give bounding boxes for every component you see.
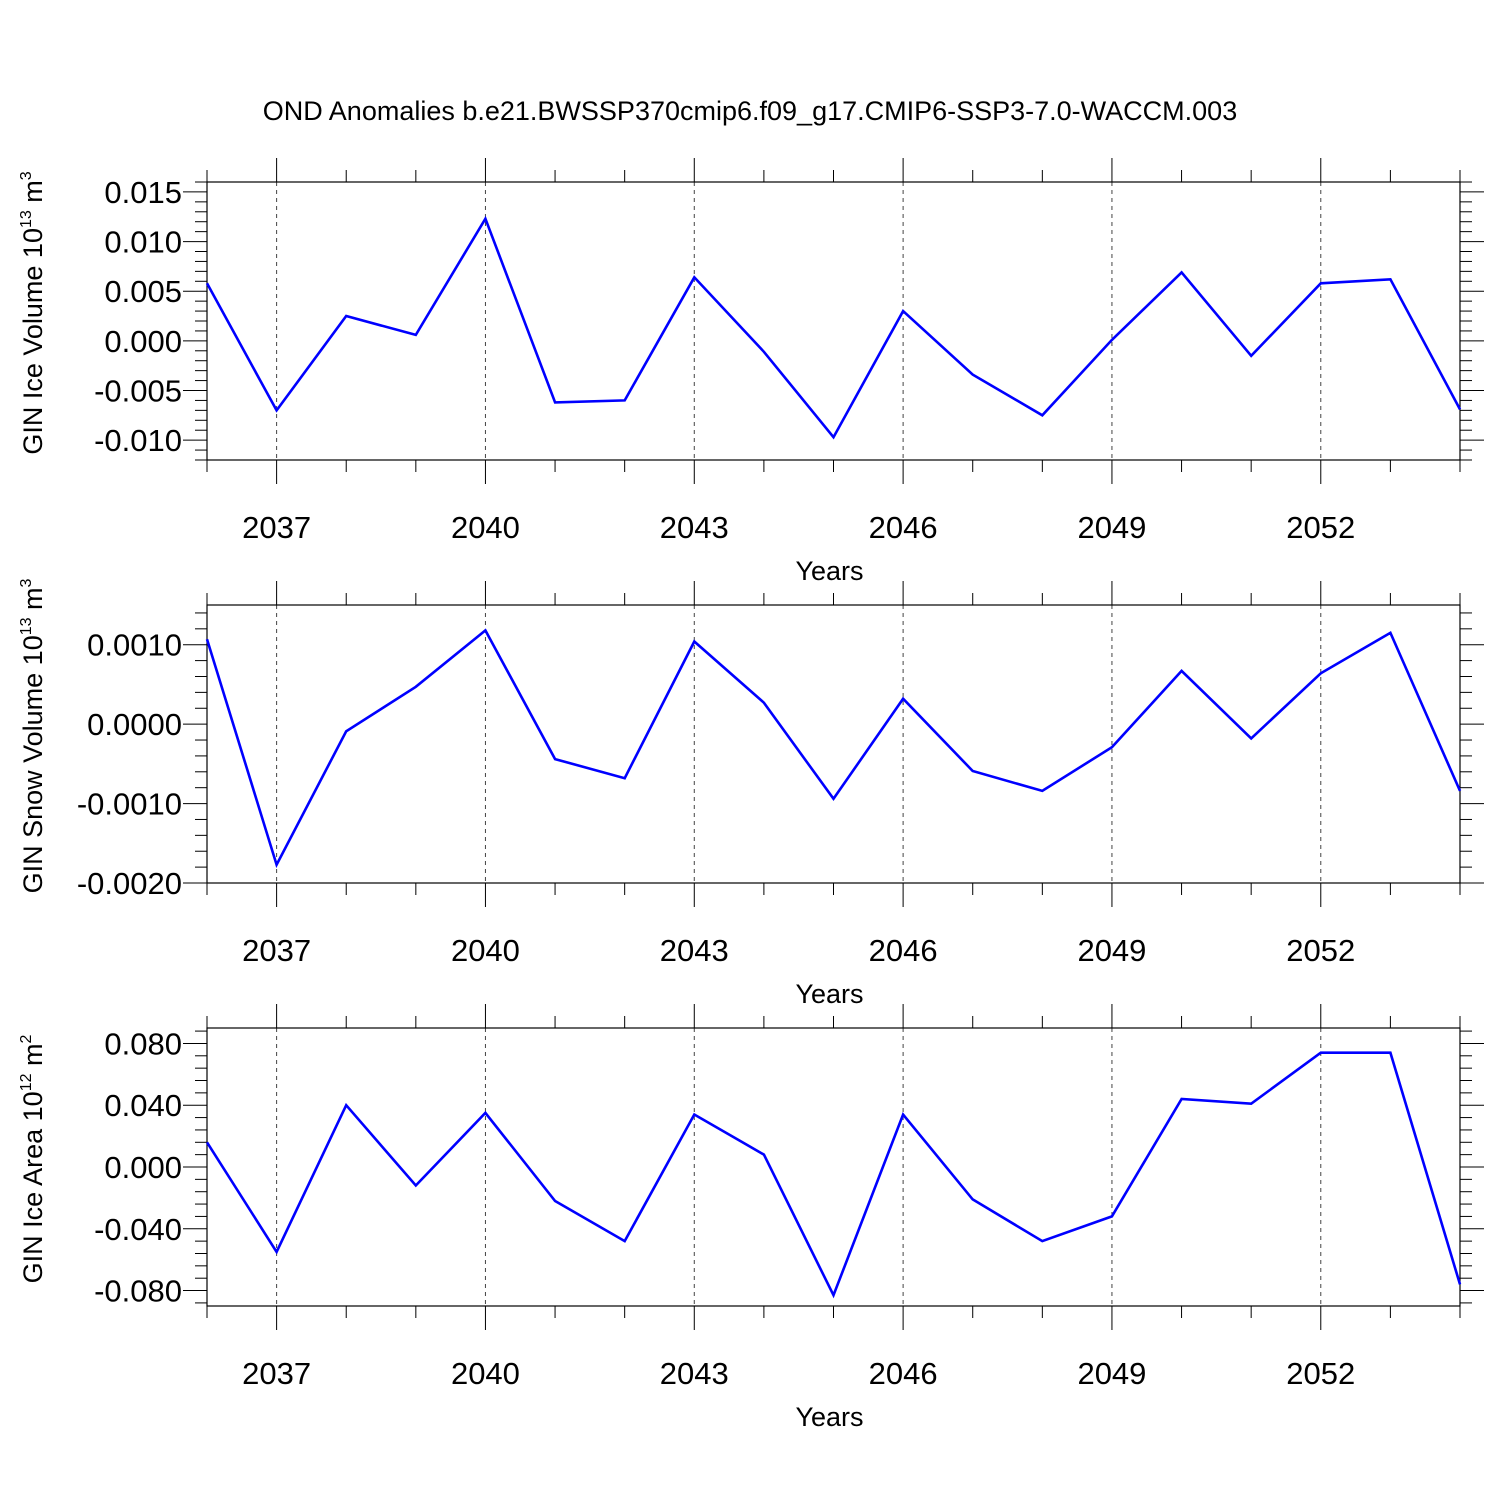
plot-frame	[206, 604, 1461, 884]
chart-title: OND Anomalies b.e21.BWSSP370cmip6.f09_g1…	[263, 96, 1237, 126]
y-tick-label: 0.010	[104, 225, 182, 260]
y-axis-unit-base: 10	[18, 635, 48, 665]
x-axis-label: Years	[795, 1402, 863, 1432]
x-tick-label: 2040	[451, 933, 520, 968]
y-tick-label: 0.080	[104, 1026, 182, 1061]
y-axis-label-text: GIN Ice Volume	[18, 258, 48, 455]
y-tick-label: -0.005	[94, 374, 182, 409]
y-tick-label: -0.010	[94, 423, 182, 458]
y-axis-unit-exponent: 12	[18, 1073, 35, 1091]
y-axis-label-text: GIN Snow Volume	[18, 665, 48, 893]
x-tick-label: 2046	[869, 510, 938, 545]
y-tick-label: 0.000	[104, 324, 182, 359]
x-tick-label: 2037	[242, 933, 311, 968]
y-axis-unit-power: 2	[18, 1034, 35, 1043]
x-axis-label: Years	[795, 556, 863, 586]
x-tick-label: 2040	[451, 1356, 520, 1391]
x-tick-label: 2037	[242, 510, 311, 545]
x-tick-label: 2052	[1286, 933, 1355, 968]
plot-frame	[206, 181, 1461, 461]
x-tick-label: 2052	[1286, 1356, 1355, 1391]
x-tick-label: 2040	[451, 510, 520, 545]
x-tick-label: 2037	[242, 1356, 311, 1391]
x-tick-label: 2046	[869, 933, 938, 968]
y-tick-label: -0.040	[94, 1212, 182, 1247]
y-tick-label: 0.040	[104, 1088, 182, 1123]
y-axis-label: GIN Ice Area 1012 m2	[18, 1034, 48, 1283]
y-axis-unit-exponent: 13	[18, 210, 35, 228]
y-tick-label: 0.015	[104, 175, 182, 210]
y-axis-unit-base: 10	[18, 228, 48, 258]
chart-panel-2: -0.0020 -0.0010 0.0000 0.0010 2037 2040 2043 20…	[18, 578, 1484, 1009]
y-axis-label-text: GIN Ice Area	[18, 1121, 48, 1283]
y-axis-label: GIN Ice Volume 1013 m3	[18, 171, 48, 454]
y-axis-unit: m	[18, 180, 48, 210]
y-tick-label: 0.000	[104, 1150, 182, 1185]
chart-panels: -0.010 -0.005 0.000 0.005 0.010 0.015 2037 2040…	[18, 158, 1484, 1432]
y-tick-label: -0.0010	[77, 787, 182, 822]
y-tick-label: 0.0010	[87, 628, 182, 663]
x-axis-label: Years	[795, 979, 863, 1009]
plot-frame	[206, 1027, 1461, 1307]
x-tick-label: 2052	[1286, 510, 1355, 545]
y-tick-label: 0.005	[104, 274, 182, 309]
y-axis-unit-power: 3	[18, 578, 35, 587]
x-tick-label: 2043	[660, 933, 729, 968]
y-tick-label: -0.080	[94, 1274, 182, 1309]
x-tick-label: 2049	[1077, 933, 1146, 968]
x-tick-label: 2043	[660, 1356, 729, 1391]
x-tick-label: 2049	[1077, 510, 1146, 545]
y-axis-unit-exponent: 13	[18, 617, 35, 635]
y-axis-unit: m	[18, 587, 48, 617]
y-tick-label: -0.0020	[77, 866, 182, 901]
series-line	[205, 628, 1462, 869]
series-line	[205, 215, 1462, 440]
chart-panel-3: -0.080 -0.040 0.000 0.040 0.080 2037 2040 2043 2…	[18, 1004, 1484, 1432]
series-line	[205, 1051, 1462, 1299]
y-axis-label: GIN Snow Volume 1013 m3	[18, 578, 48, 893]
x-tick-label: 2049	[1077, 1356, 1146, 1391]
y-axis-unit-power: 3	[18, 171, 35, 180]
x-tick-label: 2046	[869, 1356, 938, 1391]
y-axis-unit: m	[18, 1043, 48, 1073]
chart-panel-1: -0.010 -0.005 0.000 0.005 0.010 0.015 2037 2040…	[18, 158, 1484, 586]
x-tick-label: 2043	[660, 510, 729, 545]
y-axis-unit-base: 10	[18, 1091, 48, 1121]
y-tick-label: 0.0000	[87, 707, 182, 742]
